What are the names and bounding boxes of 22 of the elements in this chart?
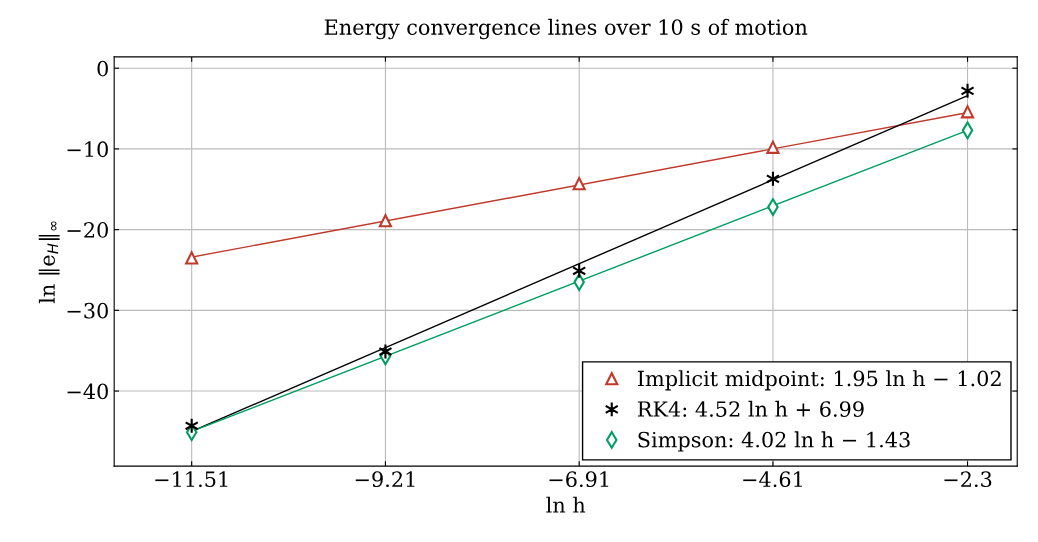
y-tick-label: −10 [67,141,108,158]
legend-label: RK4: 4.52 ln h + 6.99 [637,400,864,417]
x-tick-label: −2.3 [944,471,992,488]
point [960,82,975,99]
legend-label: Simpson: 4.02 ln h − 1.43 [638,431,910,452]
x-tick-label: −4.61 [743,471,802,488]
point [960,105,975,119]
y-tick-label: 0 [97,60,108,77]
chart-title: Energy convergence lines over 10 s of motion [324,18,808,40]
point [766,140,780,154]
x-tick-label: −6.91 [549,471,609,488]
x-axis-title: ln h [546,496,586,513]
point [378,214,393,228]
legend-label: Implicit midpoint: 1.95 ln h − 1.02 [637,370,1001,391]
point [572,177,586,191]
y-axis-title: ln ‖e$_{H}$‖$_{∞}$ [38,221,60,304]
y-tick-label: −30 [67,302,108,319]
y-tick-label: −40 [67,383,108,400]
x-tick-label: −11.51 [155,471,228,488]
point [185,251,199,265]
x-tick-label: −9.21 [355,471,415,488]
y-tick-label: −20 [67,222,108,238]
